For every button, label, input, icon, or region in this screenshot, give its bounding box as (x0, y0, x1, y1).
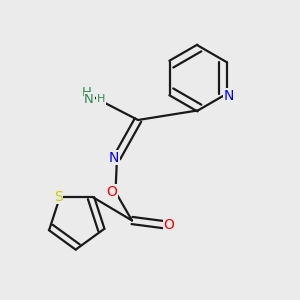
Text: O: O (106, 185, 117, 199)
Text: H: H (97, 94, 105, 104)
Text: N: N (109, 151, 119, 164)
Text: S: S (54, 190, 63, 203)
Text: H: H (82, 86, 92, 100)
Text: O: O (164, 218, 174, 232)
Text: N: N (84, 93, 94, 106)
Text: N: N (223, 89, 234, 103)
